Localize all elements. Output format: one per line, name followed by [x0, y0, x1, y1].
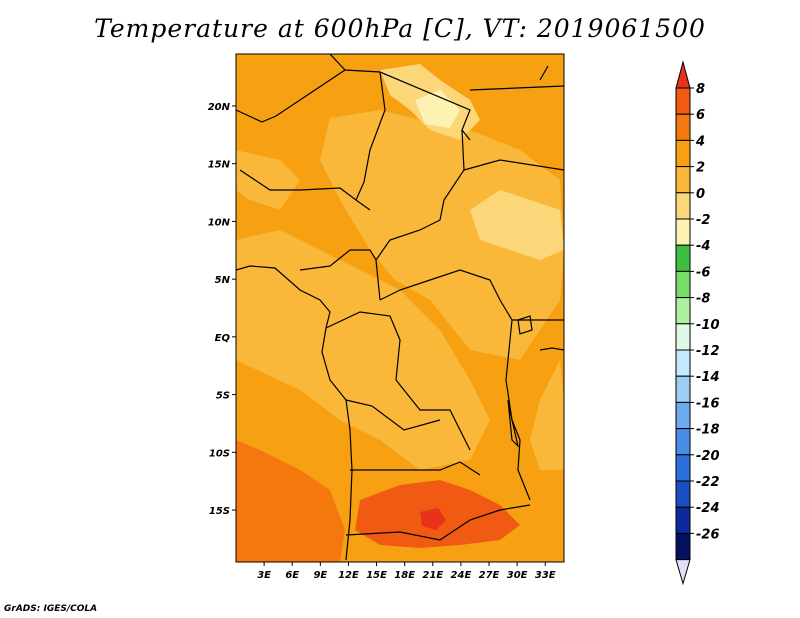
- country-borders: [236, 54, 564, 561]
- colorbar-level-label: 0: [696, 187, 705, 202]
- border-line: [505, 339, 531, 501]
- border-line: [463, 159, 564, 171]
- colorbar-level-label: 4: [695, 134, 705, 149]
- credit-label: GrADS: IGES/COLA: [4, 604, 98, 614]
- latitude-axis: 20N 15N 10N 5N EQ 5S 10S 15S: [208, 102, 236, 517]
- border-line: [379, 269, 513, 341]
- border-line: [236, 69, 346, 123]
- colorbar-top-triangle: [675, 60, 691, 89]
- colorbar-segment: [675, 192, 691, 220]
- colorbar-segment: [675, 297, 691, 325]
- field-region-6-to-8: [420, 508, 446, 530]
- colorbar-level-label: -18: [696, 423, 720, 438]
- colorbar-level-label: -22: [696, 475, 720, 490]
- border-line: [350, 461, 481, 476]
- colorbar-segment: [675, 401, 691, 430]
- colorbar-level-label: -16: [696, 396, 720, 411]
- colorbar-segment: [675, 375, 691, 403]
- colorbar-level-label: 6: [696, 108, 705, 123]
- longitude-axis: 3E 6E 9E 12E 15E 18E 21E 24E 27E 30E 33E: [257, 562, 556, 581]
- colorbar-segment: [675, 349, 691, 377]
- field-region-m2-to-0: [470, 190, 564, 260]
- border-line: [299, 249, 377, 271]
- border-line: [325, 311, 471, 451]
- lon-tick-label: 12E: [338, 570, 359, 581]
- border-line: [239, 169, 371, 211]
- border-line: [375, 129, 465, 301]
- lon-tick-label: 15E: [366, 570, 387, 581]
- map-frame: [235, 53, 565, 563]
- coastline: [236, 265, 353, 561]
- colorbar-level-label: -26: [696, 527, 720, 542]
- field-region-m4-to-m2: [415, 90, 460, 128]
- colorbar-segment: [675, 506, 691, 534]
- colorbar-level-label: 8: [696, 82, 705, 97]
- colorbar-segment: [675, 454, 691, 482]
- lat-tick-label: 10N: [208, 217, 231, 228]
- colorbar-segment: [675, 139, 691, 168]
- colorbar-segment: [675, 218, 691, 246]
- colorbar-segment: [675, 323, 691, 351]
- lat-tick-label: EQ: [215, 333, 231, 344]
- lat-tick-label: 15N: [208, 160, 231, 171]
- border-line: [345, 504, 531, 541]
- colorbar-level-label: -20: [696, 449, 720, 464]
- border-line: [469, 85, 564, 91]
- colorbar-segment: [675, 270, 691, 299]
- lake-outline: [507, 399, 520, 448]
- field-region-0-to-2: [236, 150, 300, 210]
- colorbar-level-label: -24: [696, 501, 720, 516]
- lat-tick-label: 5S: [216, 391, 230, 402]
- border-line: [539, 347, 564, 351]
- border-line: [345, 399, 441, 431]
- colorbar-bottom-triangle: [675, 559, 691, 586]
- field-region-0-to-2: [320, 110, 564, 360]
- lon-tick-label: 21E: [422, 570, 443, 581]
- colorbar-level-label: -10: [696, 318, 720, 333]
- colorbar-level-label: -8: [696, 292, 710, 307]
- colorbar-segment: [675, 87, 691, 115]
- lon-tick-label: 27E: [479, 570, 500, 581]
- lon-tick-label: 30E: [507, 570, 528, 581]
- lon-tick-label: 3E: [257, 570, 271, 581]
- colorbar-level-label: -14: [696, 370, 720, 385]
- lon-tick-label: 9E: [313, 570, 327, 581]
- lat-tick-label: 20N: [208, 102, 231, 113]
- colorbar-segment: [675, 113, 691, 141]
- colorbar-level-label: -4: [696, 239, 710, 254]
- colorbar-level-label: 2: [696, 161, 705, 176]
- colorbar-segment: [675, 532, 691, 561]
- field-region-2-to-4: [470, 54, 564, 170]
- chart-title: Temperature at 600hPa [C], VT: 201906150…: [94, 14, 706, 43]
- colorbar: 8 6 4 2 0 -2 -4 -6 -8 -10 -12 -14 -16 -18 -20 -22 -24 -26: [675, 60, 720, 586]
- lon-tick-label: 18E: [394, 570, 415, 581]
- lake-outline: [517, 315, 533, 335]
- border-line: [539, 65, 549, 81]
- border-line: [355, 71, 386, 201]
- lon-tick-label: 6E: [285, 570, 299, 581]
- lon-tick-label: 24E: [451, 570, 472, 581]
- temperature-field: [236, 54, 564, 562]
- colorbar-segment: [675, 428, 691, 456]
- field-region-0-to-2: [530, 360, 564, 470]
- lon-tick-label: 33E: [535, 570, 556, 581]
- colorbar-level-label: -2: [696, 213, 710, 228]
- colorbar-level-label: -6: [696, 265, 710, 280]
- colorbar-level-label: -12: [696, 344, 720, 359]
- border-line: [329, 54, 471, 141]
- colorbar-segment: [675, 480, 691, 508]
- colorbar-segment: [675, 244, 691, 272]
- colorbar-segment: [675, 166, 691, 194]
- lat-tick-label: 10S: [209, 448, 230, 459]
- lat-tick-label: 5N: [215, 275, 231, 286]
- field-region-4-to-6: [236, 440, 345, 562]
- lat-tick-label: 15S: [209, 506, 230, 517]
